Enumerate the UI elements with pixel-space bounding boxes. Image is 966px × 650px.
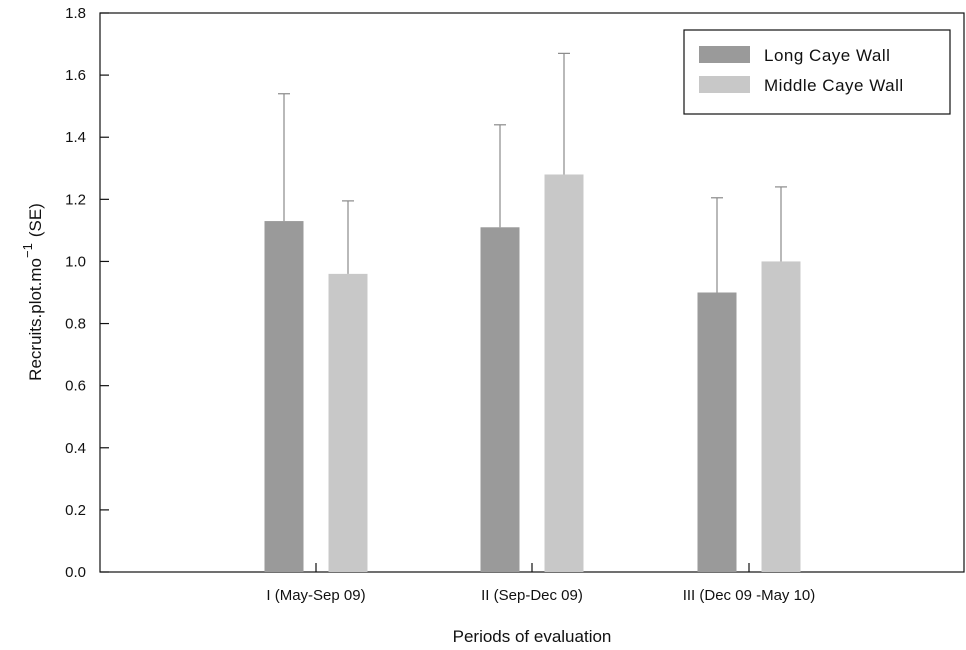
y-axis-title-main: Recruits.plot.mo xyxy=(26,258,45,381)
bar-middle-caye-wall xyxy=(761,261,801,572)
legend-label-long-caye-wall: Long Caye Wall xyxy=(764,46,890,65)
legend-label-middle-caye-wall: Middle Caye Wall xyxy=(764,76,904,95)
y-axis-title-superscript: −1 xyxy=(20,243,35,258)
y-tick-label: 0.0 xyxy=(65,564,86,581)
y-tick-label: 0.8 xyxy=(65,316,86,333)
y-tick-label: 1.2 xyxy=(65,191,86,208)
bar-long-caye-wall xyxy=(697,292,737,572)
y-axis-title-suffix: (SE) xyxy=(26,203,45,237)
x-axis: I (May-Sep 09) II (Sep-Dec 09) III (Dec 09… xyxy=(266,563,815,604)
y-tick-label: 1.8 xyxy=(65,5,86,22)
x-axis-title: Periods of evaluation xyxy=(453,627,612,646)
y-axis-title-group: Recruits.plot.mo−1 (SE) xyxy=(20,203,45,381)
error-bars xyxy=(278,52,787,293)
bars xyxy=(264,174,801,573)
y-tick-label: 1.4 xyxy=(65,129,86,146)
bar-middle-caye-wall xyxy=(328,273,368,572)
x-tick-label: I (May-Sep 09) xyxy=(266,587,365,604)
y-axis: 0.0 0.2 0.4 0.6 0.8 1.0 1.2 1.4 1.6 1.8 xyxy=(65,5,109,581)
legend-swatch-long-caye-wall xyxy=(699,46,750,63)
y-axis-title: Recruits.plot.mo−1 (SE) xyxy=(20,203,45,381)
y-tick-label: 1.0 xyxy=(65,253,86,270)
x-tick-label: II (Sep-Dec 09) xyxy=(481,587,583,604)
legend-box xyxy=(683,29,951,115)
y-tick-label: 0.6 xyxy=(65,378,86,395)
bar-long-caye-wall xyxy=(480,227,520,573)
bar-middle-caye-wall xyxy=(544,174,584,572)
y-tick-label: 0.4 xyxy=(65,440,86,457)
bar-long-caye-wall xyxy=(264,221,304,573)
y-tick-label: 1.6 xyxy=(65,67,86,84)
x-tick-label: III (Dec 09 -May 10) xyxy=(683,587,816,604)
legend-swatch-middle-caye-wall xyxy=(699,76,750,93)
y-tick-label: 0.2 xyxy=(65,502,86,519)
